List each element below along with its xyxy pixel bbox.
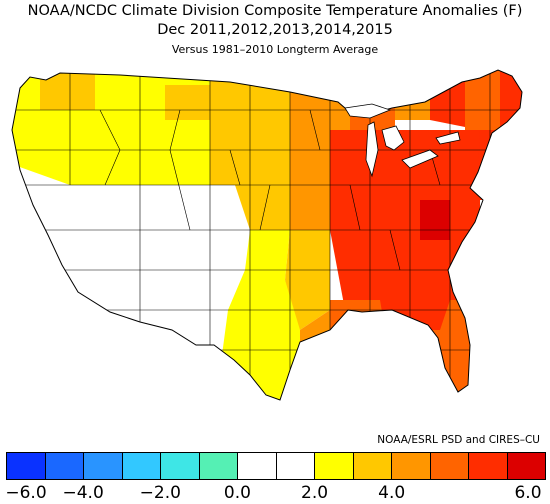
legend-swatch (430, 453, 469, 479)
legend-swatch (315, 453, 354, 479)
legend-swatch (199, 453, 238, 479)
legend-swatch (469, 453, 508, 479)
great-lakes (344, 103, 461, 178)
legend-swatch (7, 453, 46, 479)
legend-tick-label: 2.0 (301, 483, 329, 503)
division-boundaries (12, 70, 522, 400)
legend-tick-label: 6.0 (514, 483, 542, 503)
region-southeast (330, 300, 480, 400)
legend-swatch (238, 453, 277, 479)
map-subtitle-period: Dec 2011,2012,2013,2014,2015 (157, 22, 393, 38)
color-legend (6, 452, 546, 480)
legend-tick-label: −6.0 (5, 483, 47, 503)
legend-swatch (84, 453, 123, 479)
legend-swatch (276, 453, 315, 479)
legend-swatch (353, 453, 392, 479)
legend-swatch (45, 453, 84, 479)
data-credit: NOAA/ESRL PSD and CIRES–CU (377, 434, 540, 446)
legend-tick-label: 0.0 (223, 483, 251, 503)
legend-swatch (392, 453, 431, 479)
region-northern-rockies (140, 70, 210, 185)
legend-tick-label: 4.0 (378, 483, 406, 503)
map-title: NOAA/NCDC Climate Division Composite Tem… (27, 3, 523, 19)
region-ohio-valley (330, 130, 480, 310)
legend-swatch (161, 453, 200, 479)
legend-swatch (122, 453, 161, 479)
legend-swatch (507, 453, 545, 479)
legend-tick-label: −4.0 (62, 483, 104, 503)
map-subtitle-baseline: Versus 1981–2010 Longterm Average (171, 43, 379, 56)
legend-tick-label: −2.0 (139, 483, 181, 503)
